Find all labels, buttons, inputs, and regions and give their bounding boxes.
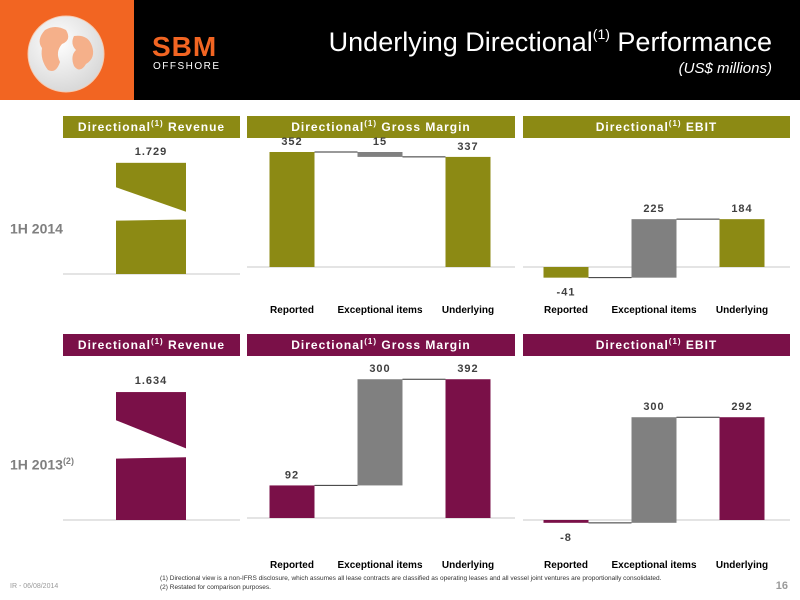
panel-title-ebit-2013: Directional(1) EBIT <box>523 334 790 356</box>
chart-0: 1.729 <box>63 146 240 275</box>
panel-title-gross-margin-2014: Directional(1) Gross Margin <box>247 116 515 138</box>
bar-reported <box>269 485 315 518</box>
footnote-2: (2) Restated for comparison purposes. <box>160 584 271 591</box>
footnote-1: (1) Directional view is a non-IFRS discl… <box>160 575 662 582</box>
data-label: 225 <box>643 203 664 215</box>
category-label: Exceptional items <box>337 305 422 316</box>
bar-exceptional-items <box>357 379 403 486</box>
category-label: Reported <box>544 305 588 316</box>
category-label: Underlying <box>442 305 494 316</box>
logo-offshore-text: OFFSHORE <box>153 61 221 72</box>
category-label: Exceptional items <box>611 305 696 316</box>
bar-underlying <box>719 417 765 520</box>
row-label-1h-2014: 1H 2014 <box>10 220 63 237</box>
chart-5: -8 300 292 Reported Exceptional items Underly… <box>523 401 790 571</box>
footnotes: (1) Directional view is a non-IFRS discl… <box>160 574 661 592</box>
category-label: Reported <box>270 305 314 316</box>
row-label-1h-2013: 1H 2013(2) <box>10 456 74 473</box>
bar-reported <box>269 152 315 267</box>
category-label: Reported <box>270 560 314 571</box>
data-label: 337 <box>457 141 478 153</box>
category-label: Underlying <box>716 560 768 571</box>
category-label: Reported <box>544 560 588 571</box>
panel-title-ebit-2014: Directional(1) EBIT <box>523 116 790 138</box>
axis-break <box>115 420 187 457</box>
footer-date: IR - 06/08/2014 <box>10 583 59 590</box>
bar-exceptional-items <box>631 219 677 278</box>
panel-title-gross-margin-2013: Directional(1) Gross Margin <box>247 334 515 356</box>
panel-title-revenue-2013: Directional(1) Revenue <box>63 334 240 356</box>
bar-underlying <box>445 156 491 267</box>
category-label: Exceptional items <box>337 560 422 571</box>
chart-1: 352 15 337 Reported Exceptional items Underly… <box>247 136 515 316</box>
panel-title-revenue-2014: Directional(1) Revenue <box>63 116 240 138</box>
category-label: Underlying <box>716 305 768 316</box>
logo-sbm-text: SBM <box>152 32 217 62</box>
data-label: 300 <box>643 401 664 413</box>
data-label: 292 <box>731 401 752 413</box>
bar-underlying <box>719 219 765 267</box>
page-subtitle: (US$ millions) <box>678 60 772 77</box>
bar-exceptional-items <box>357 152 403 157</box>
bar-underlying <box>445 379 491 518</box>
category-label: Underlying <box>442 560 494 571</box>
data-label: 184 <box>731 203 752 215</box>
data-label: -8 <box>560 532 572 544</box>
data-label: 392 <box>457 363 478 375</box>
data-label: -41 <box>557 287 576 299</box>
globe-icon <box>27 15 105 93</box>
bar-reported <box>543 267 589 278</box>
bar-reported <box>543 520 589 523</box>
axis-break <box>115 187 187 219</box>
chart-3: 1.634 <box>63 375 240 521</box>
sbm-offshore-logo: SBM OFFSHORE <box>152 31 232 77</box>
data-label: 15 <box>373 136 387 148</box>
page-number: 16 <box>775 580 788 592</box>
data-label: 352 <box>281 136 302 148</box>
bar-exceptional-items <box>631 417 677 523</box>
data-label: 300 <box>369 363 390 375</box>
category-label: Exceptional items <box>611 560 696 571</box>
page-title: Underlying Directional(1) Performance <box>328 26 772 57</box>
header-bar: SBM OFFSHORE Underlying Directional(1) P… <box>0 0 800 100</box>
globe-logo-box <box>0 0 134 100</box>
data-label: 1.729 <box>135 146 168 158</box>
data-label: 1.634 <box>135 375 168 387</box>
data-label: 92 <box>285 469 299 481</box>
chart-2: -41 225 184 Reported Exceptional items Underl… <box>523 203 790 316</box>
chart-4: 92 300 392 Reported Exceptional items Underly… <box>247 363 515 571</box>
